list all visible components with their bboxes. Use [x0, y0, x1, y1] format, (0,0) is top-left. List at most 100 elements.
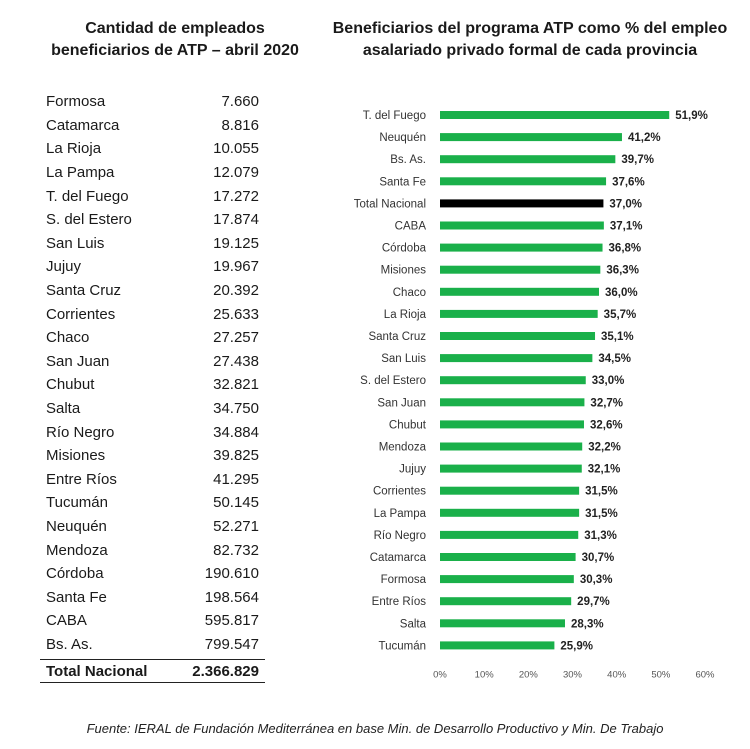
- category-label: Salta: [400, 618, 427, 630]
- category-label: Santa Fe: [379, 176, 426, 188]
- category-label: Río Negro: [374, 530, 426, 542]
- province-name: San Juan: [46, 352, 110, 370]
- employee-count: 27.438: [213, 352, 259, 370]
- category-label: Total Nacional: [354, 198, 426, 210]
- data-label: 25,9%: [560, 640, 593, 652]
- table-row: Chaco 27.257: [40, 326, 265, 350]
- data-label: 32,7%: [590, 397, 623, 409]
- employee-count: 41.295: [213, 470, 259, 488]
- province-name: Formosa: [46, 93, 106, 111]
- x-tick-label: 30%: [563, 670, 583, 681]
- category-label: San Juan: [377, 397, 426, 409]
- province-name: Córdoba: [46, 565, 104, 583]
- data-label: 32,2%: [588, 442, 621, 454]
- table-row: CABA 595.817: [40, 609, 265, 633]
- province-name: S. del Estero: [46, 211, 132, 229]
- province-name: CABA: [46, 612, 87, 630]
- province-name: Misiones: [46, 447, 106, 465]
- chart-title: Beneficiarios del programa ATP como % de…: [325, 18, 735, 62]
- province-name: Santa Fe: [46, 588, 107, 606]
- bar: [440, 111, 670, 119]
- total-value: 2.366.829: [192, 662, 259, 680]
- bar: [440, 199, 604, 208]
- category-label: La Rioja: [384, 309, 427, 321]
- data-label: 36,0%: [605, 287, 638, 299]
- table-row: San Luis 19.125: [40, 232, 265, 256]
- bar: [440, 177, 607, 186]
- total-label: Total Nacional: [46, 662, 148, 680]
- data-label: 36,3%: [606, 265, 639, 277]
- employee-count: 8.816: [221, 116, 259, 134]
- employee-count: 34.750: [213, 400, 259, 418]
- bar: [440, 243, 603, 252]
- province-name: Neuquén: [46, 517, 107, 535]
- employee-count: 595.817: [204, 612, 259, 630]
- data-label: 51,9%: [675, 110, 708, 122]
- data-label: 33,0%: [592, 375, 625, 387]
- data-label: 36,8%: [609, 243, 642, 255]
- province-name: San Luis: [46, 234, 105, 252]
- employee-count: 7.660: [221, 93, 259, 111]
- data-label: 32,6%: [590, 419, 623, 431]
- province-name: Salta: [46, 400, 81, 418]
- x-tick-label: 10%: [475, 670, 495, 681]
- data-label: 31,5%: [585, 486, 618, 498]
- bar: [440, 155, 616, 164]
- bar: [440, 398, 585, 407]
- province-name: Chaco: [46, 329, 90, 347]
- category-label: Santa Cruz: [368, 331, 426, 343]
- data-label: 37,0%: [609, 198, 642, 210]
- category-label: La Pampa: [374, 508, 427, 520]
- employee-count: 799.547: [204, 635, 259, 653]
- province-name: Bs. As.: [46, 635, 93, 653]
- province-name: Catamarca: [46, 116, 120, 134]
- table-row: Misiones 39.825: [40, 444, 265, 468]
- bar: [440, 464, 582, 473]
- total-row: Total Nacional 2.366.829: [40, 659, 265, 684]
- employee-count: 19.967: [213, 258, 259, 276]
- bar: [440, 354, 593, 363]
- left-title-line1: Cantidad de empleados: [85, 20, 265, 37]
- table-row: Catamarca 8.816: [40, 114, 265, 138]
- employee-count: 32.821: [213, 376, 259, 394]
- table-row: San Juan 27.438: [40, 350, 265, 374]
- bar: [440, 287, 599, 296]
- data-label: 29,7%: [577, 596, 610, 608]
- data-label: 28,3%: [571, 618, 604, 630]
- category-label: Tucumán: [378, 640, 426, 652]
- category-label: Neuquén: [379, 132, 426, 144]
- table-row: Formosa 7.660: [40, 90, 265, 114]
- category-label: Mendoza: [379, 442, 427, 454]
- employee-count: 27.257: [213, 329, 259, 347]
- table-row: Tucumán 50.145: [40, 491, 265, 515]
- x-tick-label: 0%: [433, 670, 447, 681]
- table-row: Mendoza 82.732: [40, 538, 265, 562]
- bar: [440, 221, 604, 230]
- province-name: T. del Fuego: [46, 187, 129, 205]
- data-label: 30,7%: [582, 552, 615, 564]
- province-name: Tucumán: [46, 494, 108, 512]
- left-table-title: Cantidad de empleados beneficiarios de A…: [40, 18, 310, 62]
- table-row: T. del Fuego 17.272: [40, 184, 265, 208]
- employee-count: 20.392: [213, 282, 259, 300]
- bar: [440, 575, 574, 584]
- category-label: Bs. As.: [390, 154, 426, 166]
- x-tick-label: 40%: [607, 670, 627, 681]
- category-label: San Luis: [381, 353, 426, 365]
- bar: [440, 376, 586, 385]
- data-label: 35,1%: [601, 331, 634, 343]
- table-row: Salta 34.750: [40, 397, 265, 421]
- bar: [440, 508, 580, 517]
- table-row: Santa Fe 198.564: [40, 585, 265, 609]
- province-name: Santa Cruz: [46, 282, 122, 300]
- bar: [440, 265, 601, 274]
- bar: [440, 133, 622, 142]
- category-label: T. del Fuego: [363, 110, 426, 122]
- category-label: S. del Estero: [360, 375, 426, 387]
- data-label: 41,2%: [628, 132, 661, 144]
- category-label: CABA: [395, 221, 427, 233]
- employee-count: 198.564: [204, 588, 259, 606]
- employee-count: 12.079: [213, 164, 259, 182]
- employee-count: 17.272: [213, 187, 259, 205]
- chart-title-line1: Beneficiarios del programa ATP como % de…: [332, 20, 728, 37]
